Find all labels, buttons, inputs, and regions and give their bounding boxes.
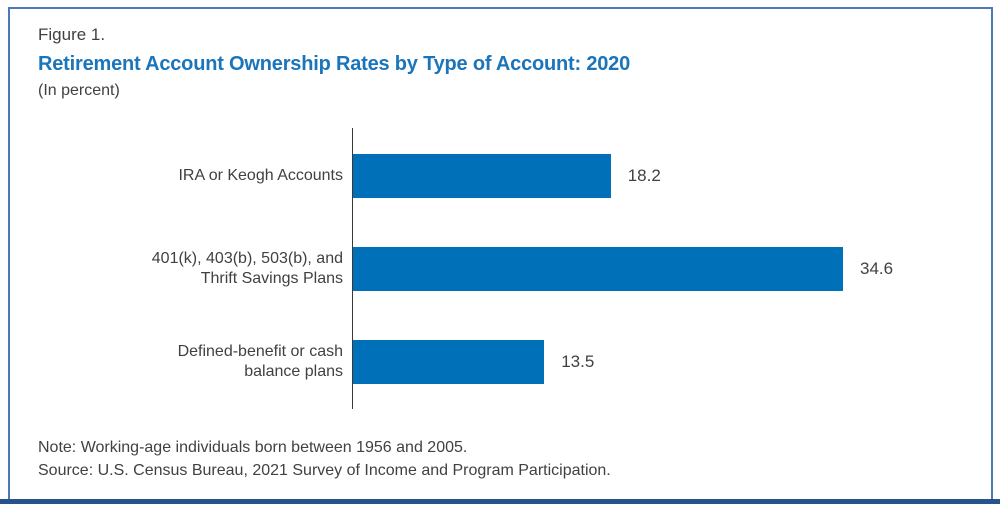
y-axis-line (352, 128, 353, 409)
source-text: Source: U.S. Census Bureau, 2021 Survey … (38, 461, 611, 479)
category-label: Defined-benefit or cash balance plans (177, 342, 343, 380)
bottom-rule (0, 499, 1000, 504)
footnotes: Note: Working-age individuals born betwe… (38, 437, 611, 482)
figure-label: Figure 1. (38, 25, 106, 44)
bar-wrapper: 34.6 (353, 246, 894, 291)
value-label: 34.6 (860, 258, 894, 278)
category-label: IRA or Keogh Accounts (178, 166, 343, 184)
bar-wrapper: 18.2 (353, 153, 661, 198)
note-text: Note: Working-age individuals born betwe… (38, 439, 468, 456)
value-label: 13.5 (561, 351, 595, 371)
figure-subtitle: (In percent) (38, 82, 120, 99)
figure-title: Retirement Account Ownership Rates by Ty… (38, 53, 631, 75)
chart-rows: IRA or Keogh Accounts 18.2 401(k), 403(b),… (0, 129, 1000, 408)
panel-border (8, 7, 993, 499)
bar (353, 339, 545, 384)
chart-row: Defined-benefit or cash balance plans 13.… (0, 315, 1000, 408)
value-label: 18.2 (627, 165, 661, 185)
category-label: 401(k), 403(b), 503(b), and Thrift Savin… (151, 249, 343, 287)
bar-wrapper: 13.5 (353, 339, 595, 384)
chart-row: 401(k), 403(b), 503(b), and Thrift Savin… (0, 222, 1000, 315)
chart-row: IRA or Keogh Accounts 18.2 (0, 129, 1000, 222)
bar (353, 153, 611, 198)
bar (353, 246, 843, 291)
